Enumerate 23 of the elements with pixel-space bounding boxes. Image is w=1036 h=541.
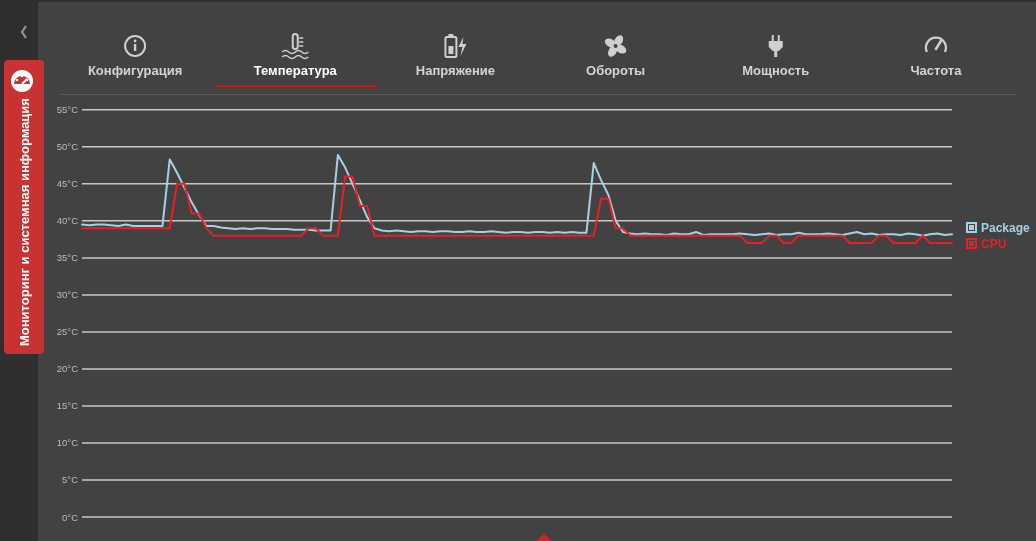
legend-label: Package — [981, 221, 1031, 235]
legend-label: CPU — [981, 237, 1007, 251]
text: Конфигурация — [87, 63, 183, 78]
text: Напряжение — [415, 63, 496, 78]
y-tick-label: 0°C — [62, 511, 79, 523]
text: Температура — [253, 63, 338, 78]
line-series — [81, 175, 953, 245]
text: Мощность — [742, 63, 810, 78]
y-tick-label: 30°C — [56, 289, 79, 301]
y-tick-label: 20°C — [56, 363, 79, 375]
y-tick-label: 25°C — [56, 326, 79, 338]
y-tick-label: 45°C — [56, 178, 79, 190]
y-tick-label: 15°C — [56, 400, 79, 412]
text: Обороты — [586, 63, 646, 78]
text: Мониторинг и системная информация — [17, 98, 32, 346]
y-tick-label: 55°C — [56, 104, 79, 116]
y-tick-label: 40°C — [56, 215, 79, 227]
text: Частота — [910, 63, 963, 78]
y-tick-label: 5°C — [62, 474, 79, 486]
y-tick-label: 10°C — [56, 437, 79, 449]
y-tick-label: 50°C — [56, 141, 79, 153]
line-series — [81, 153, 953, 237]
y-tick-label: 35°C — [56, 252, 79, 264]
